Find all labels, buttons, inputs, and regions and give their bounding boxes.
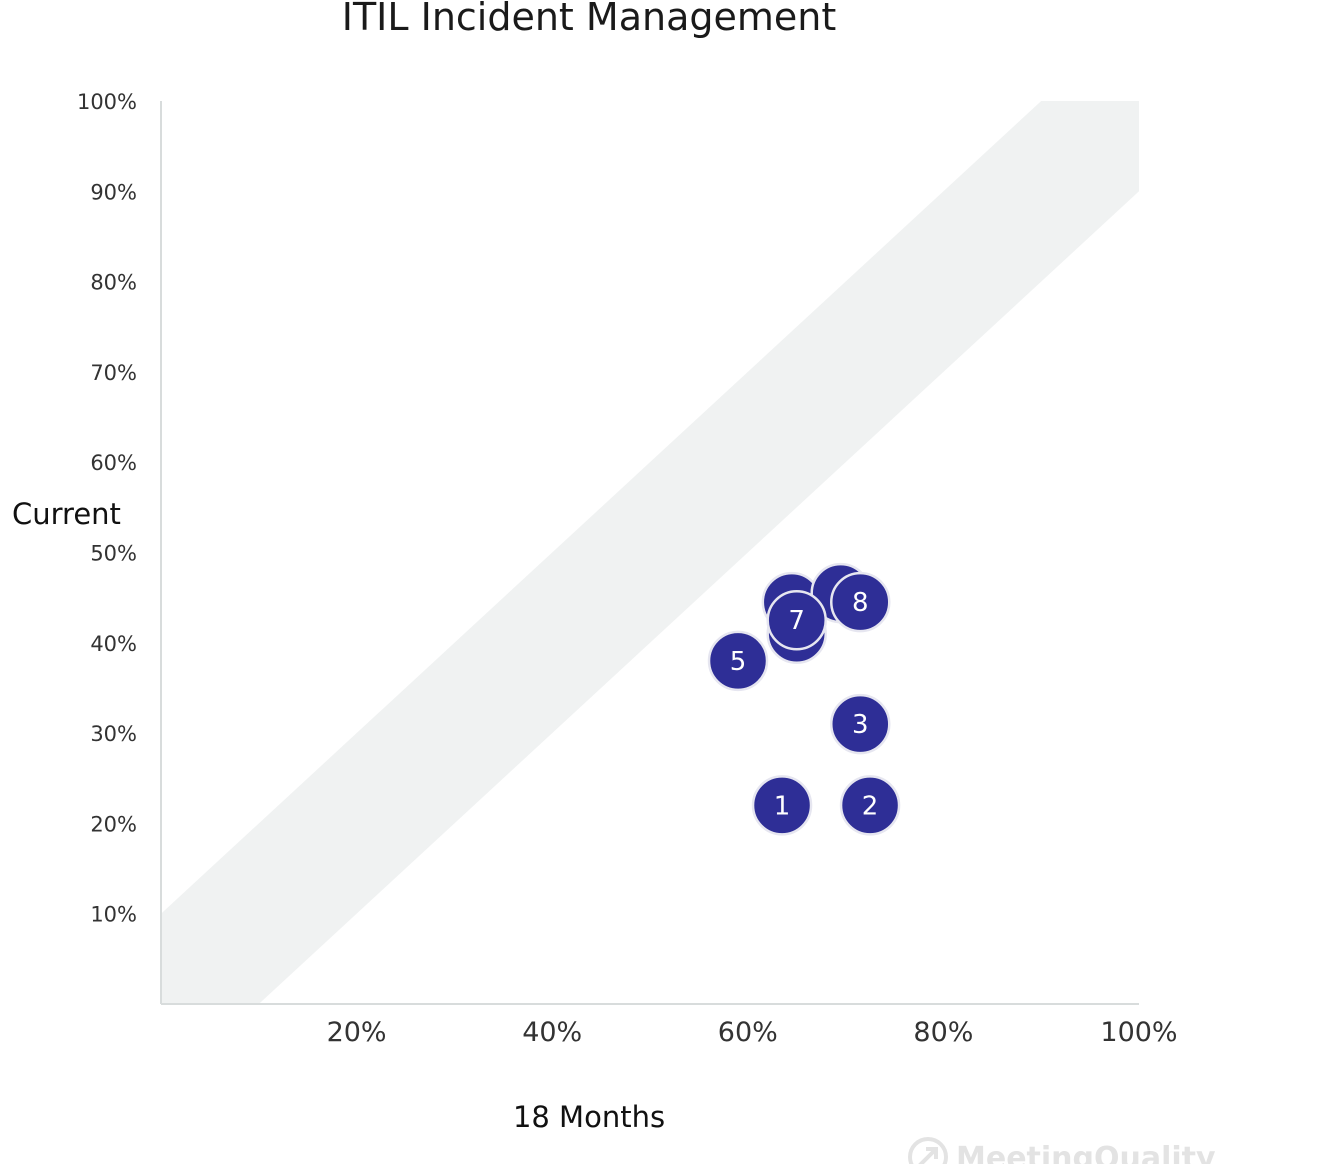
y-tick-label: 90%: [90, 180, 137, 204]
x-tick-label: 20%: [327, 1017, 387, 1048]
x-tick-label: 40%: [522, 1017, 582, 1048]
data-point-label: 1: [774, 791, 791, 821]
y-tick-label: 30%: [90, 722, 137, 746]
data-point[interactable]: 7: [766, 589, 827, 651]
chart-title: ITIL Incident Management: [342, 0, 837, 39]
data-point-label: 5: [730, 647, 747, 677]
x-tick-label: 60%: [718, 1017, 778, 1048]
y-axis-label: Current: [12, 497, 121, 531]
data-point-label: 7: [788, 606, 805, 636]
y-axis-ticks: 10% 20% 30% 40% 50% 60% 70% 80% 90% 100%: [77, 90, 137, 927]
data-point[interactable]: 8: [830, 571, 891, 633]
data-point[interactable]: 1: [751, 775, 813, 836]
y-tick-label: 50%: [90, 542, 137, 566]
data-point-label: 3: [852, 710, 869, 740]
y-tick-label: 80%: [90, 271, 137, 295]
watermark-text: MeetingQuality: [956, 1141, 1216, 1164]
data-point-marker[interactable]: [830, 693, 891, 755]
data-points: 1 2 3 5 7 8: [707, 562, 901, 836]
y-tick-label: 70%: [90, 361, 137, 385]
data-point-marker[interactable]: [830, 571, 891, 633]
meetingquality-logo: MeetingQuality: [908, 1137, 1216, 1164]
x-axis-ticks: 20% 40% 60% 80% 100%: [327, 1017, 1178, 1048]
logo-arrow-icon-arrow: [918, 1147, 938, 1164]
data-point-label: 2: [862, 791, 879, 821]
y-tick-label: 20%: [90, 812, 137, 836]
data-point-marker[interactable]: [707, 630, 769, 692]
data-point[interactable]: 3: [830, 693, 891, 755]
data-point-label: 8: [852, 588, 869, 618]
y-tick-label: 100%: [77, 90, 137, 114]
data-point-marker[interactable]: [751, 775, 813, 836]
data-point-marker[interactable]: [839, 775, 901, 836]
x-tick-label: 80%: [913, 1017, 973, 1048]
x-tick-label: 100%: [1100, 1017, 1177, 1048]
y-tick-label: 40%: [90, 632, 137, 656]
y-tick-label: 60%: [90, 451, 137, 475]
data-point-marker[interactable]: [766, 589, 827, 651]
data-point[interactable]: 2: [839, 775, 901, 836]
parity-band: [161, 101, 1139, 1004]
y-tick-label: 10%: [90, 903, 137, 927]
x-axis-label: 18 Months: [513, 1100, 665, 1134]
logo-arrow-icon: [908, 1137, 948, 1164]
data-point[interactable]: 5: [707, 630, 769, 692]
